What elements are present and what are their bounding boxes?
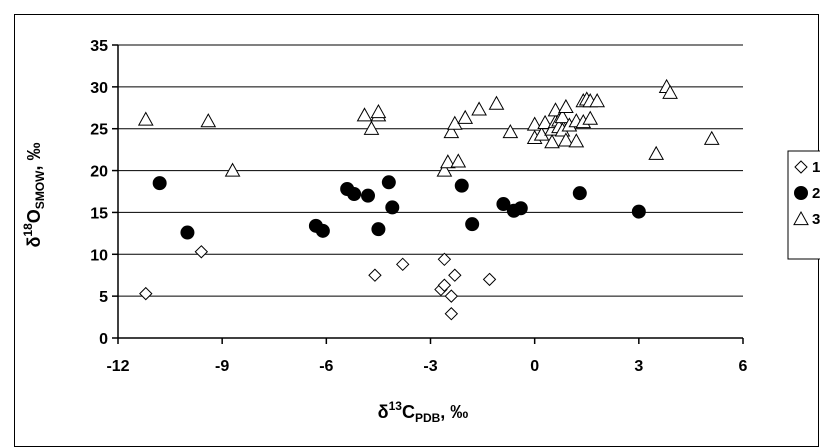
data-point-series-1	[194, 245, 209, 259]
y-tick-labels: 0 5 10 15 20 25 30 35	[90, 38, 108, 348]
data-point-series-3	[440, 154, 456, 169]
x-tick-label: 0	[530, 358, 539, 375]
data-point-series-3	[488, 95, 505, 110]
data-point-series-2	[381, 175, 396, 190]
data-point-series-3	[137, 111, 154, 126]
data-point-series-2	[572, 186, 587, 201]
legend: 1 2 3	[787, 150, 820, 260]
y-tick-label: 10	[90, 247, 108, 264]
data-point-series-1	[482, 272, 497, 287]
y-tick-label: 5	[99, 289, 108, 306]
data-point-series-2	[361, 188, 375, 203]
y-axis-title-base: δ	[24, 236, 44, 247]
data-point-series-3	[224, 162, 241, 177]
x-axis-title-base: δ	[378, 402, 389, 422]
y-tick-label: 35	[90, 38, 108, 55]
data-point-series-3	[703, 130, 720, 145]
x-tick-labels: -12 -9 -6 -3 0 3 6	[106, 358, 747, 375]
data-point-series-1	[444, 307, 459, 321]
y-axis-title-mid: O	[24, 209, 44, 223]
x-axis-title-sub: PDB	[415, 411, 441, 425]
y-axis-title-sup: 18	[21, 223, 35, 237]
data-point-series-1	[448, 268, 462, 282]
grid-lines	[118, 44, 743, 297]
data-point-series-2	[152, 176, 167, 191]
x-axis-title: δ13CPDB, ‰	[378, 399, 469, 425]
x-tick-label: -9	[215, 358, 229, 375]
data-point-series-3	[537, 114, 553, 129]
data-point-series-3	[457, 109, 474, 124]
series-2	[152, 175, 646, 240]
data-point-series-2	[315, 223, 330, 238]
data-point-series-3	[582, 110, 599, 125]
x-tick-label: 3	[634, 358, 643, 375]
data-point-series-2	[631, 204, 646, 219]
data-point-series-3	[554, 108, 571, 124]
legend-label-series-2: 2	[812, 185, 820, 202]
data-point-series-2	[513, 201, 528, 216]
legend-marker-series-3	[793, 210, 809, 226]
data-point-series-1	[444, 289, 459, 303]
data-point-series-3	[436, 162, 453, 177]
data-point-series-3	[356, 107, 373, 122]
data-point-series-3	[450, 153, 467, 168]
chart-frame	[14, 14, 819, 447]
data-point-series-1	[368, 268, 382, 282]
y-tick-label: 20	[90, 164, 108, 181]
data-point-series-1	[139, 286, 153, 301]
axes	[112, 44, 744, 344]
x-axis-title-mid: C	[402, 402, 415, 422]
y-axis-title-tail: , ‰	[24, 143, 44, 171]
data-point-series-3	[200, 113, 217, 128]
data-point-series-2	[180, 225, 195, 240]
y-axis-title-sub: SMOW	[33, 170, 47, 209]
data-point-series-3	[558, 132, 574, 147]
data-point-series-3	[568, 133, 585, 148]
x-tick-label: 6	[739, 358, 748, 375]
data-points	[137, 78, 720, 321]
data-point-series-2	[347, 187, 362, 202]
x-tick-label: -3	[423, 358, 437, 375]
y-tick-label: 25	[90, 122, 108, 139]
data-point-series-3	[370, 103, 387, 119]
x-axis-title-sup: 13	[389, 399, 403, 413]
data-point-series-2	[385, 200, 400, 215]
data-point-series-3	[471, 101, 487, 116]
x-tick-label: -12	[106, 358, 129, 375]
data-point-series-1	[437, 252, 452, 267]
y-tick-label: 15	[90, 205, 108, 222]
legend-marker-series-2	[794, 186, 808, 200]
y-axis-title: δ18OSMOW, ‰	[21, 143, 47, 248]
data-point-series-3	[502, 124, 519, 139]
data-point-series-2	[496, 197, 511, 212]
x-tick-label: -6	[319, 358, 333, 375]
y-tick-label: 30	[90, 80, 108, 97]
data-point-series-1	[396, 257, 410, 272]
series-1	[139, 245, 497, 321]
data-point-series-3	[363, 120, 380, 135]
data-point-series-3	[558, 98, 574, 114]
data-point-series-3	[443, 124, 460, 139]
data-point-series-1	[437, 278, 452, 292]
y-tick-label: 0	[99, 331, 108, 348]
data-point-series-2	[465, 217, 480, 232]
legend-label-series-3: 3	[812, 211, 820, 228]
x-axis-title-tail: , ‰	[440, 402, 468, 422]
data-point-series-3	[533, 126, 550, 141]
legend-label-series-1: 1	[812, 159, 820, 176]
legend-marker-series-1	[794, 160, 808, 174]
data-point-series-2	[454, 178, 469, 193]
data-point-series-2	[371, 222, 386, 237]
data-point-series-3	[544, 134, 560, 149]
data-point-series-3	[589, 93, 606, 108]
data-point-series-3	[662, 84, 678, 99]
data-point-series-3	[648, 145, 665, 160]
series-3	[137, 78, 720, 177]
